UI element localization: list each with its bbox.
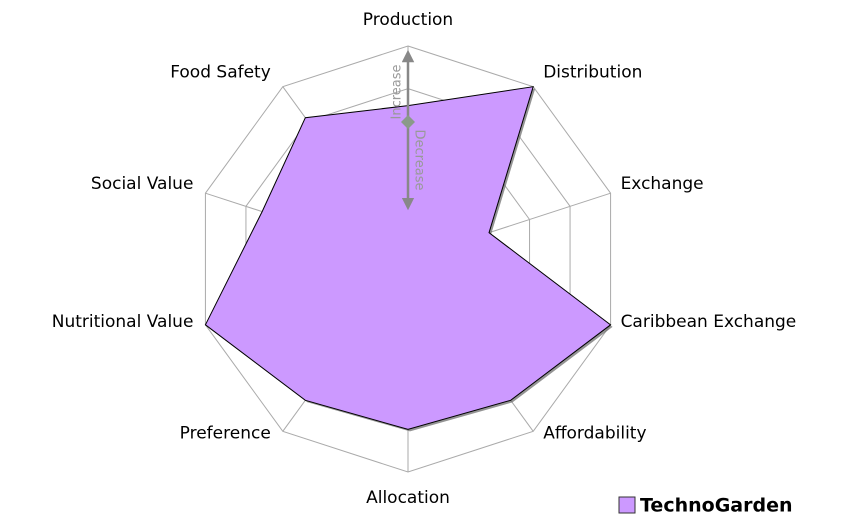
- axis-label: Social Value: [91, 174, 194, 194]
- axis-label: Production: [363, 10, 453, 30]
- labels: Production Distribution Exchange Caribbean …: [52, 10, 797, 508]
- axis-label: Affordability: [543, 423, 646, 443]
- axis-label: Caribbean Exchange: [621, 312, 797, 332]
- legend-swatch: [618, 496, 636, 514]
- legend-label: TechnoGarden: [640, 495, 793, 517]
- axis-label: Nutritional Value: [52, 312, 194, 332]
- plot: [204, 86, 613, 432]
- decrease-label: Decrease: [412, 130, 427, 191]
- axis-label: Preference: [180, 423, 271, 443]
- increase-label: Increase: [390, 64, 405, 119]
- handle[interactable]: [401, 115, 415, 129]
- axis-label: Food Safety: [170, 63, 271, 83]
- series-area: [204, 86, 612, 430]
- axis-label: Exchange: [621, 174, 704, 194]
- axis-label: Distribution: [543, 63, 642, 83]
- axis-label: Allocation: [366, 488, 450, 508]
